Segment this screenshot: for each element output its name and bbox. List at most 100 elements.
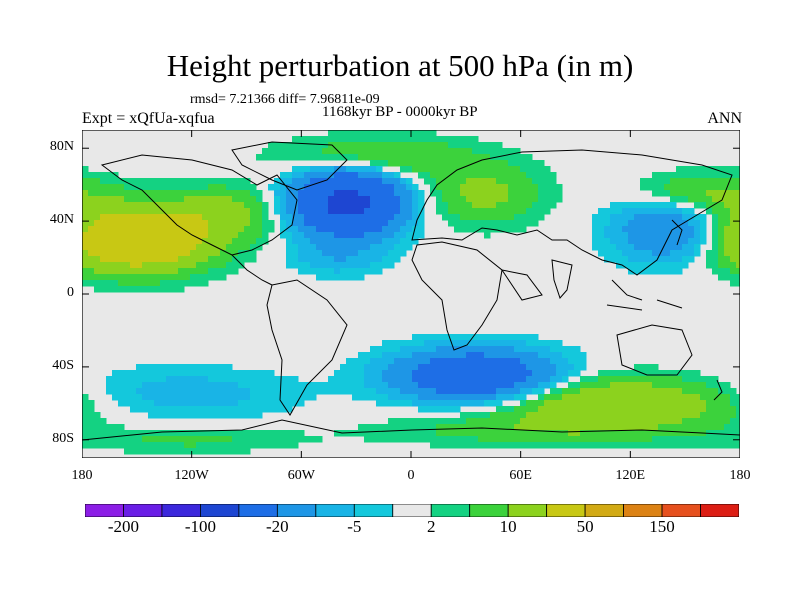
field-cell <box>508 358 515 365</box>
field-cell <box>604 250 611 257</box>
field-cell <box>190 268 197 275</box>
field-cell <box>508 406 515 413</box>
field-cell <box>406 148 413 155</box>
field-cell <box>658 262 665 269</box>
field-cell <box>418 196 425 203</box>
field-cell <box>184 376 191 383</box>
field-cell <box>328 388 335 395</box>
field-cell <box>166 448 173 455</box>
field-cell <box>718 184 725 191</box>
field-cell <box>466 166 473 173</box>
field-cell <box>382 394 389 401</box>
field-cell <box>358 250 365 257</box>
field-cell <box>184 238 191 245</box>
field-cell <box>424 358 431 365</box>
field-cell <box>706 388 713 395</box>
field-cell <box>736 172 740 179</box>
field-cell <box>454 178 461 185</box>
field-cell <box>418 214 425 221</box>
field-cell <box>358 382 365 389</box>
field-cell <box>670 430 677 437</box>
field-cell <box>454 430 461 437</box>
field-cell <box>634 226 641 233</box>
field-cell <box>298 430 305 437</box>
field-cell <box>352 226 359 233</box>
field-cell <box>490 376 497 383</box>
field-cell <box>136 178 143 185</box>
field-cell <box>460 376 467 383</box>
field-cell <box>484 352 491 359</box>
field-cell <box>454 226 461 233</box>
field-cell <box>646 412 653 419</box>
field-cell <box>298 226 305 233</box>
field-cell <box>136 376 143 383</box>
field-cell <box>346 388 353 395</box>
field-cell <box>580 358 587 365</box>
field-cell <box>478 346 485 353</box>
field-cell <box>394 400 401 407</box>
field-cell <box>340 226 347 233</box>
field-cell <box>406 436 413 443</box>
field-cell <box>334 376 341 383</box>
field-cell <box>490 364 497 371</box>
field-cell <box>316 190 323 197</box>
field-cell <box>694 214 701 221</box>
field-cell <box>220 406 227 413</box>
field-cell <box>718 268 725 275</box>
field-cell <box>442 136 449 143</box>
field-cell <box>232 268 239 275</box>
field-cell <box>340 256 347 263</box>
field-cell <box>304 142 311 149</box>
field-cell <box>520 226 527 233</box>
field-cell <box>574 418 581 425</box>
field-cell <box>430 148 437 155</box>
field-cell <box>322 220 329 227</box>
field-cell <box>250 184 257 191</box>
field-cell <box>430 370 437 377</box>
field-cell <box>196 268 203 275</box>
field-cell <box>412 202 419 209</box>
field-cell <box>616 376 623 383</box>
field-cell <box>478 178 485 185</box>
field-cell <box>676 238 683 245</box>
field-cell <box>244 250 251 257</box>
field-cell <box>718 166 725 173</box>
field-cell <box>460 364 467 371</box>
field-cell <box>484 232 491 239</box>
field-cell <box>688 172 695 179</box>
field-cell <box>694 250 701 257</box>
field-cell <box>610 244 617 251</box>
field-cell <box>448 394 455 401</box>
field-cell <box>82 268 89 275</box>
field-cell <box>418 370 425 377</box>
field-cell <box>454 442 461 449</box>
field-cell <box>124 268 131 275</box>
field-cell <box>598 406 605 413</box>
field-cell <box>166 244 173 251</box>
field-cell <box>310 184 317 191</box>
field-cell <box>328 256 335 263</box>
field-cell <box>280 196 287 203</box>
field-cell <box>448 364 455 371</box>
field-cell <box>166 268 173 275</box>
field-cell <box>238 238 245 245</box>
field-cell <box>724 202 731 209</box>
field-cell <box>352 358 359 365</box>
field-cell <box>628 370 635 377</box>
field-cell <box>496 202 503 209</box>
field-cell <box>202 442 209 449</box>
field-cell <box>520 220 527 227</box>
field-cell <box>130 232 137 239</box>
field-cell <box>418 172 425 179</box>
field-cell <box>712 214 719 221</box>
field-cell <box>166 412 173 419</box>
field-cell <box>160 376 167 383</box>
field-cell <box>358 232 365 239</box>
field-cell <box>370 364 377 371</box>
field-cell <box>106 190 113 197</box>
field-cell <box>490 370 497 377</box>
field-cell <box>634 250 641 257</box>
field-cell <box>196 382 203 389</box>
field-cell <box>520 364 527 371</box>
field-cell <box>514 214 521 221</box>
